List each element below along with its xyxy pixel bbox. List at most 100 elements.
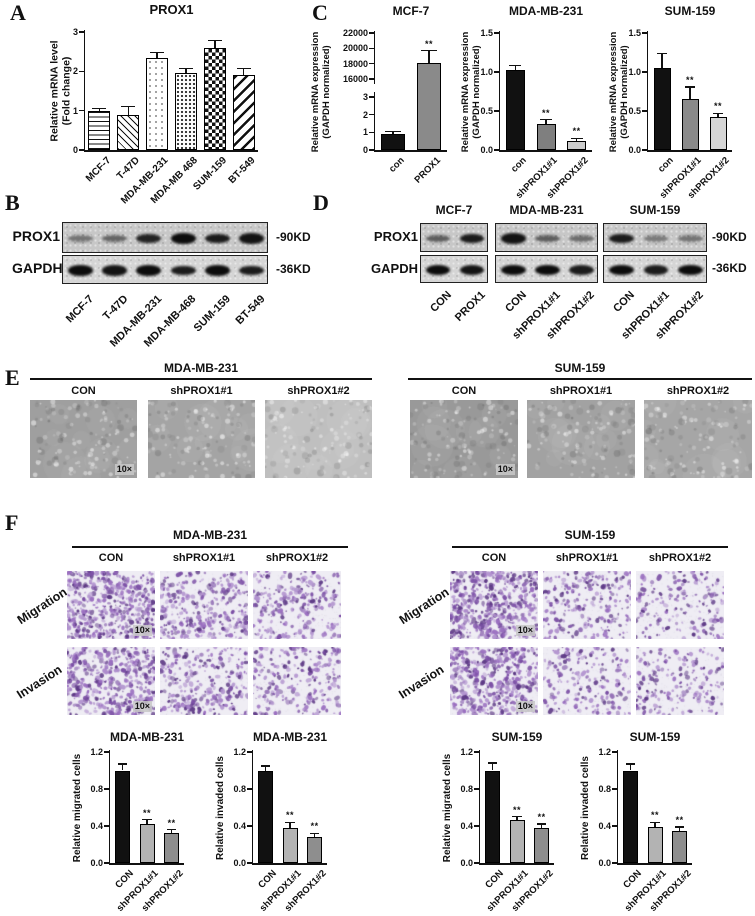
magnification-badge: 10× — [496, 464, 515, 475]
error-bar — [243, 69, 245, 76]
protein-band — [239, 233, 264, 243]
y-tick-label: 0.8 — [577, 784, 611, 794]
error-cap — [488, 762, 498, 763]
x-category-label: PROX1 — [412, 155, 443, 186]
bar-CON — [258, 771, 273, 864]
blot-row-label: GAPDH — [318, 261, 418, 276]
protein-band — [205, 265, 230, 276]
error-bar — [630, 764, 632, 770]
x-category-label: MCF-7 — [84, 155, 113, 184]
error-bar — [492, 763, 494, 770]
significance-marker: ** — [562, 126, 592, 136]
error-cap — [261, 765, 271, 766]
panel-f-transwell: MDA-MB-231 CON shPROX1#1 shPROX1#2 Migration… — [0, 515, 755, 722]
protein-band — [205, 234, 230, 244]
blot-box — [62, 255, 268, 284]
error-cap — [208, 40, 222, 41]
blot-box — [603, 255, 707, 283]
x-category-label: con — [387, 155, 407, 175]
blot-box — [62, 222, 268, 253]
magnification-badge: 10× — [133, 625, 152, 636]
y-tick-label: 0.4 — [577, 821, 611, 831]
column-label: CON — [59, 552, 163, 564]
error-cap — [512, 816, 522, 817]
error-bar — [185, 69, 187, 74]
y-tick-label: 0.8 — [212, 784, 246, 794]
bar-shPROX1#2 — [307, 837, 322, 863]
bar-MCF-7 — [88, 111, 110, 150]
error-cap — [92, 108, 106, 109]
panel-c-chart-mcf7: MCF-7 Relative mRNA expression (GAPDH norm… — [305, 0, 455, 224]
transwell-image — [543, 571, 631, 639]
bar-shPROX1#2 — [534, 828, 549, 863]
micrograph: 10× — [30, 400, 137, 478]
header-underline — [30, 378, 372, 380]
error-cap — [421, 50, 436, 51]
bar-shPROX1#2 — [672, 831, 687, 863]
error-cap — [626, 763, 636, 764]
cell-image — [644, 400, 752, 478]
bar-T-47D — [117, 115, 139, 150]
kd-label: -36KD — [276, 262, 311, 276]
protein-band — [609, 265, 634, 276]
y-tick — [79, 31, 84, 32]
y-tick-label: 0.0 — [212, 858, 246, 868]
chart-title: MDA-MB-231 — [223, 730, 357, 744]
stained-cells-image — [160, 647, 248, 715]
assay-row-label: Invasion — [14, 662, 64, 701]
column-label: shPROX1#2 — [628, 552, 732, 564]
group-title: SUM-159 — [408, 361, 752, 375]
column-label: CON — [22, 385, 145, 397]
significance-marker: ** — [665, 815, 695, 825]
blot-box — [420, 255, 488, 283]
bar-CON — [485, 771, 500, 864]
lane-label: PROX1 — [453, 289, 488, 324]
stained-cells-image — [160, 571, 248, 639]
panel-f-chart-sum-invaded: SUM-159 Relative invaded cells 0.0 0.4 0.8 1.… — [558, 722, 710, 916]
micrograph — [527, 400, 635, 478]
bar-shPROX1#1 — [537, 124, 556, 150]
y-tick — [612, 751, 617, 752]
blot-row-label: GAPDH — [12, 260, 60, 276]
y-tick — [474, 751, 479, 752]
protein-band — [102, 265, 127, 275]
y-tick — [247, 825, 252, 826]
panel-b-blots: PROX1 -90KD GAPDH -36KD MCF-7 T-47D MDA-MB-231… — [12, 197, 312, 347]
y-axis-label: Relative invaded cells — [215, 756, 227, 860]
chart-title: MDA-MB-231 — [470, 4, 622, 18]
error-cap — [118, 763, 128, 764]
blot-box — [603, 223, 707, 252]
micrograph: 10× — [410, 400, 518, 478]
error-bar — [545, 120, 547, 125]
protein-band — [609, 234, 634, 244]
magnification-badge: 10× — [133, 701, 152, 712]
y-tick — [642, 32, 647, 33]
blot-box — [495, 255, 598, 283]
y-tick-label: 1.0 — [607, 67, 641, 77]
error-cap — [713, 113, 724, 114]
y-axis — [647, 31, 649, 152]
y-tick-label: 0.0 — [607, 145, 641, 155]
y-tick — [474, 788, 479, 789]
y-tick-label: 16000 — [334, 74, 368, 84]
protein-band — [136, 265, 161, 276]
y-tick — [612, 788, 617, 789]
significance-marker: ** — [132, 808, 162, 818]
cell-image — [265, 400, 372, 478]
bar-CON — [623, 771, 638, 864]
y-tick-label: 0 — [44, 145, 78, 155]
y-tick — [79, 71, 84, 72]
cell-image — [148, 400, 255, 478]
protein-band — [171, 266, 196, 276]
y-axis-label: Relative migrated cells — [442, 753, 454, 861]
y-tick — [104, 862, 109, 863]
bar-shPROX1#1 — [140, 824, 155, 863]
y-tick-label: 1.2 — [212, 747, 246, 757]
y-tick — [369, 132, 374, 133]
protein-band — [426, 265, 450, 276]
y-tick-label: 0.5 — [459, 106, 493, 116]
protein-band — [102, 235, 127, 242]
y-tick — [494, 32, 499, 33]
x-category-label: BT-549 — [226, 155, 257, 186]
chart-title: SUM-159 — [618, 4, 755, 18]
